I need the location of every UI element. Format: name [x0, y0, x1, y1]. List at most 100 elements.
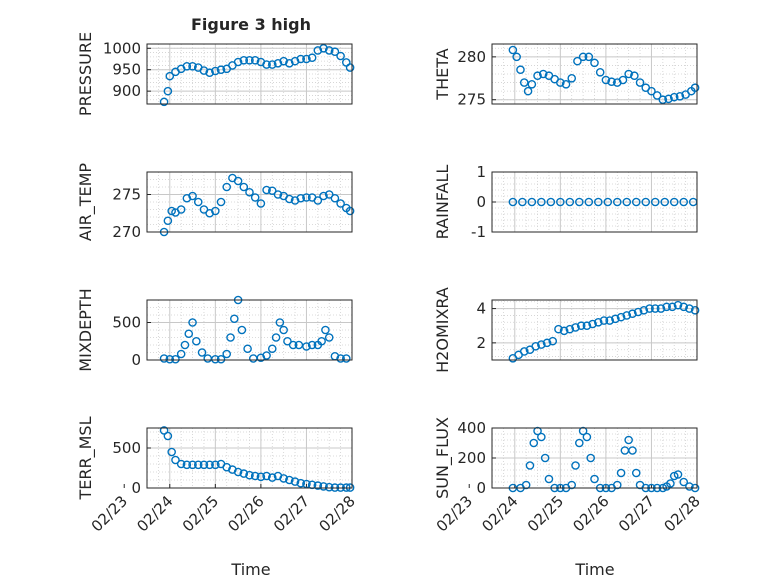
data-point — [575, 197, 584, 207]
data-point — [590, 58, 599, 68]
data-point — [508, 197, 518, 207]
y-tick-label: 2 — [476, 334, 486, 352]
data-point — [296, 54, 306, 64]
data-point — [256, 472, 266, 482]
figure-title: Figure 3 high — [191, 15, 311, 34]
data-point — [296, 193, 306, 203]
data-point — [516, 65, 525, 75]
data-point — [307, 340, 317, 350]
y-axis-label: H2OMIXRA — [433, 287, 452, 373]
subplot-6: 2 4 H2OMIXRA — [433, 287, 700, 373]
subplot-1: 900 950 1000 PRESSURE — [76, 32, 355, 116]
data-point — [307, 53, 317, 63]
data-point — [575, 438, 584, 448]
data-point — [616, 312, 626, 322]
data-point — [556, 197, 565, 207]
data-point — [571, 323, 580, 332]
data-point — [313, 46, 323, 55]
data-point — [296, 478, 306, 488]
data-point — [512, 52, 521, 62]
data-point — [565, 324, 575, 334]
data-point — [573, 56, 582, 66]
data-point — [631, 468, 641, 478]
y-tick-label: 900 — [112, 82, 141, 100]
data-point — [593, 197, 603, 207]
data-point — [319, 191, 328, 201]
data-point — [279, 56, 288, 66]
y-tick-label: 4 — [476, 300, 486, 318]
data-point — [679, 477, 689, 487]
subplot-2: 275 280 THETA — [433, 43, 700, 109]
data-point — [205, 208, 214, 218]
data-point — [628, 446, 637, 455]
y-axis-label: SUN_FLUX — [433, 417, 453, 499]
data-point — [582, 321, 592, 331]
data-point — [216, 197, 226, 207]
data-point — [578, 52, 588, 62]
y-tick-label: 280 — [457, 48, 486, 66]
data-point — [669, 197, 679, 207]
data-point — [523, 86, 533, 96]
data-point — [176, 349, 186, 359]
data-point — [171, 354, 180, 364]
data-point — [345, 63, 355, 72]
data-point — [618, 75, 628, 85]
data-point — [324, 482, 334, 492]
data-point — [584, 52, 594, 62]
data-point — [256, 353, 266, 363]
data-point — [595, 67, 605, 77]
subplot-5: 0 500 MIXDEPTH — [76, 288, 353, 372]
data-point — [571, 461, 580, 470]
data-point — [630, 71, 639, 81]
data-point — [193, 197, 203, 207]
data-point — [527, 197, 537, 207]
data-point — [673, 300, 683, 310]
axes-box — [491, 299, 698, 361]
data-point — [165, 71, 175, 81]
axes-box — [146, 171, 353, 233]
data-point — [521, 480, 531, 490]
data-point — [578, 426, 588, 436]
data-point — [192, 336, 201, 346]
data-point — [233, 176, 243, 186]
data-point — [222, 349, 232, 359]
data-point — [256, 199, 266, 208]
data-point — [182, 460, 192, 470]
data-point — [302, 342, 311, 351]
y-tick-label: 275 — [457, 91, 486, 109]
data-point — [176, 205, 186, 214]
y-tick-label: -1 — [471, 223, 486, 241]
data-point — [182, 61, 192, 71]
data-point — [188, 460, 197, 470]
data-point — [588, 319, 597, 329]
y-tick-label: 0 — [476, 193, 486, 211]
data-point — [330, 193, 340, 203]
data-point — [556, 78, 565, 87]
data-point — [171, 455, 180, 465]
data-point — [336, 199, 345, 208]
data-point — [159, 354, 169, 363]
data-point — [317, 336, 326, 346]
data-point — [336, 354, 345, 363]
data-point — [554, 324, 563, 334]
data-point — [603, 197, 613, 207]
data-point — [163, 216, 173, 226]
data-point — [302, 54, 311, 64]
data-point — [167, 447, 176, 457]
data-point — [675, 91, 685, 101]
data-point — [669, 471, 679, 481]
data-point — [336, 51, 345, 61]
y-tick-label: 270 — [112, 223, 141, 241]
data-point — [631, 197, 641, 207]
data-point — [193, 460, 203, 470]
data-point — [250, 471, 260, 481]
y-axis-label: THETA — [433, 48, 452, 100]
data-point — [302, 193, 311, 202]
data-point — [205, 460, 214, 470]
data-point — [163, 86, 173, 96]
data-point — [605, 316, 614, 325]
data-point — [285, 58, 294, 68]
data-point — [230, 314, 239, 324]
y-axis-label: RAINFALL — [433, 165, 452, 240]
